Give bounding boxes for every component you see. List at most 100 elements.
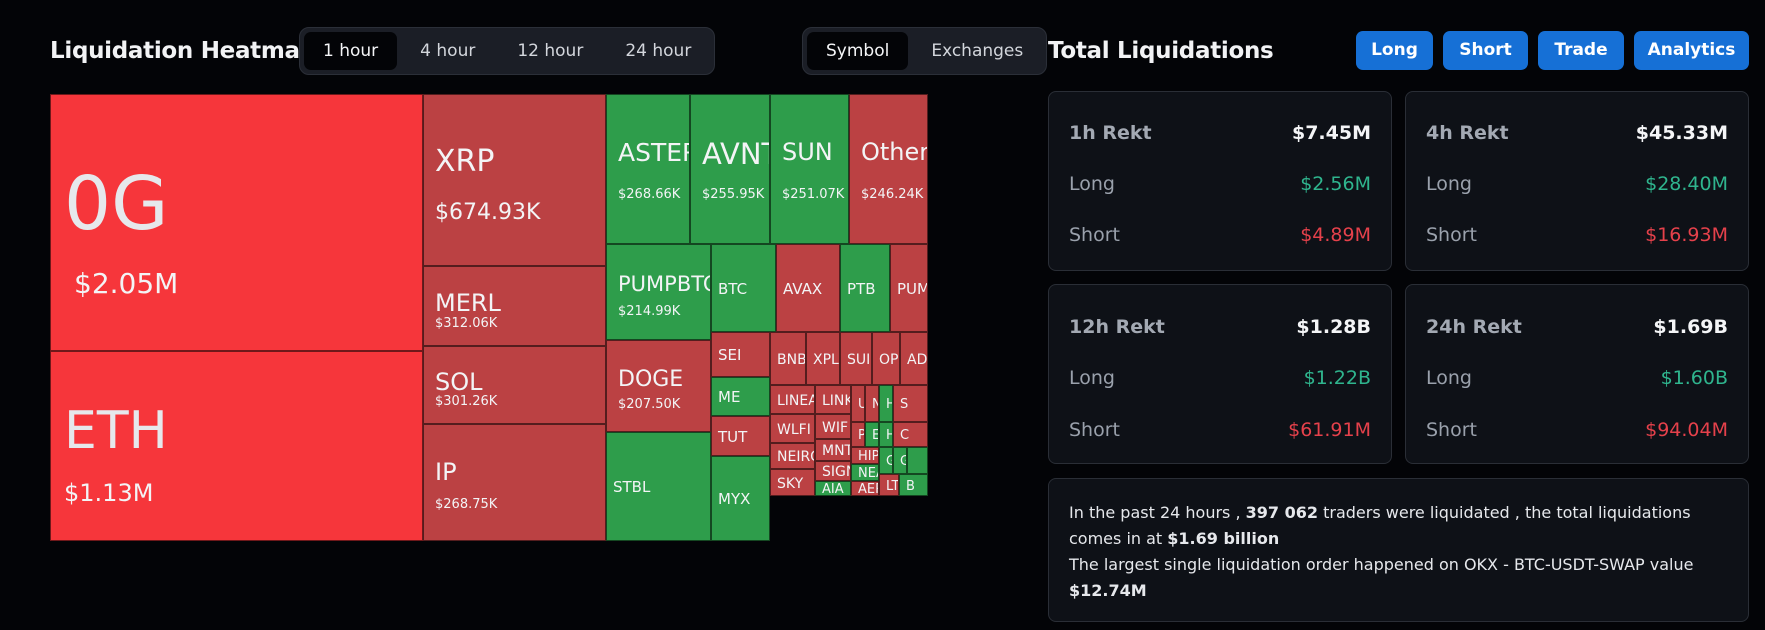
heatmap-tile-c[interactable]: C <box>893 422 928 447</box>
totals-title: Total Liquidations <box>1048 38 1274 64</box>
heatmap-tile-link[interactable]: LINK <box>815 385 851 414</box>
heatmap-tile-aia[interactable]: AIA <box>815 481 851 496</box>
heatmap-tile-hippo[interactable]: HIPPO <box>851 447 879 464</box>
trade-button[interactable]: Trade <box>1538 31 1624 70</box>
card-total: $7.45M <box>1291 122 1371 144</box>
heatmap-tile-sei[interactable]: SEI <box>711 332 770 377</box>
summary-total: $1.69 billion <box>1167 529 1280 548</box>
heatmap-tile-lt[interactable]: LT <box>879 474 899 496</box>
short-value: $16.93M <box>1645 224 1728 246</box>
heatmap-tile-ada[interactable]: ADA <box>900 332 928 385</box>
heatmap-tile-aster[interactable]: ASTER $268.66K <box>606 94 690 244</box>
tab-1-hour[interactable]: 1 hour <box>304 32 398 70</box>
heatmap-tile-s[interactable]: S <box>893 385 928 422</box>
time-range-tabs: 1 hour 4 hour 12 hour 24 hour <box>299 27 716 75</box>
tile-symbol: MYX <box>718 490 751 508</box>
tile-symbol: S <box>900 397 909 412</box>
tile-symbol: XRP <box>435 144 495 179</box>
long-button[interactable]: Long <box>1356 31 1433 70</box>
heatmap-tile-g[interactable]: G <box>893 447 907 474</box>
tile-symbol: WLFI <box>777 422 811 438</box>
heatmap-tile-g[interactable]: G <box>879 447 893 474</box>
tile-symbol: G <box>886 455 892 468</box>
heatmap-tile-n[interactable]: N <box>865 385 879 422</box>
heatmap-tile-b[interactable]: B <box>899 474 928 496</box>
heatmap-tile-btc[interactable]: BTC <box>711 244 776 332</box>
tile-symbol: N <box>872 398 878 411</box>
heatmap-tile-ip[interactable]: IP $268.75K <box>423 424 606 541</box>
tile-symbol: PUMP <box>897 280 927 298</box>
heatmap-tile-sun[interactable]: SUN $251.07K <box>770 94 849 244</box>
rekt-card-24h: 24h Rekt $1.69B Long $1.60B Short $94.04M <box>1405 284 1749 464</box>
tile-symbol: PUMPBTC <box>618 272 711 296</box>
heatmap-tile-doge[interactable]: DOGE $207.50K <box>606 340 711 432</box>
heatmap-tile-bnb[interactable]: BNB <box>770 332 806 385</box>
tile-value: $251.07K <box>782 187 845 202</box>
heatmap-tile-myx[interactable]: MYX <box>711 456 770 541</box>
tile-symbol: ASTER <box>618 138 689 167</box>
heatmap-tile-sky[interactable]: SKY <box>770 469 815 496</box>
long-label: Long <box>1069 173 1115 195</box>
traders-count: 397 062 <box>1245 503 1319 522</box>
heatmap-tile-sol[interactable]: SOL $301.26K <box>423 346 606 424</box>
heatmap-tile-avax[interactable]: AVAX <box>776 244 840 332</box>
tile-symbol: NEAR <box>858 466 878 481</box>
heatmap-tile-ptb[interactable]: PTB <box>840 244 890 332</box>
heatmap-tile-u[interactable]: U <box>851 385 865 422</box>
heatmap-tile-me[interactable]: ME <box>711 377 770 416</box>
heatmap-tile-wif[interactable]: WIF <box>815 414 851 439</box>
heatmap-tile-xrp[interactable]: XRP $674.93K <box>423 94 606 266</box>
tile-symbol: G <box>900 455 906 468</box>
heatmap-tile-eth[interactable]: ETH $1.13M <box>50 351 423 541</box>
heatmap-tile-aero[interactable]: AERO <box>851 481 879 496</box>
heatmap-tile-h[interactable]: H <box>879 422 893 447</box>
heatmap-tile-avnt[interactable]: AVNT $255.95K <box>690 94 770 244</box>
tab-24-hour[interactable]: 24 hour <box>625 41 692 61</box>
tile-value: $301.26K <box>435 394 498 409</box>
heatmap-tile-mnt[interactable]: MNT <box>815 439 851 461</box>
heatmap-tile-near[interactable]: NEAR <box>851 464 879 481</box>
tile-symbol: E <box>872 429 878 442</box>
tile-symbol: HIPPO <box>858 449 879 464</box>
heatmap-tile-neiro[interactable]: NEIRO <box>770 443 815 469</box>
short-label: Short <box>1069 224 1120 246</box>
analytics-button[interactable]: Analytics <box>1634 31 1749 70</box>
tab-12-hour[interactable]: 12 hour <box>517 41 584 61</box>
heatmap-tile-h[interactable]: H <box>879 385 893 422</box>
heatmap-tile-op[interactable]: OP <box>872 332 900 385</box>
heatmap-tile-pumpbtc[interactable]: PUMPBTC $214.99K <box>606 244 711 340</box>
heatmap-tile-pump[interactable]: PUMP <box>890 244 928 332</box>
tile-value: $268.66K <box>618 187 681 202</box>
heatmap-tile-p[interactable]: P <box>851 422 865 447</box>
heatmap-tile-sign[interactable]: SIGN <box>815 461 851 481</box>
heatmap-tile-xpl[interactable]: XPL <box>806 332 840 385</box>
tile-symbol: OP <box>879 352 899 368</box>
card-label: 24h Rekt <box>1426 316 1522 338</box>
heatmap-tile-others[interactable]: Others $246.24K <box>849 94 928 244</box>
heatmap-tile-wlfi[interactable]: WLFI <box>770 414 815 443</box>
short-button[interactable]: Short <box>1443 31 1528 70</box>
heatmap-tile-merl[interactable]: MERL $312.06K <box>423 266 606 346</box>
tile-symbol: LINEA <box>777 393 815 409</box>
summary-text-1: In the past 24 hours , <box>1069 503 1246 522</box>
tile-symbol: XPL <box>813 352 839 368</box>
short-label: Short <box>1426 224 1477 246</box>
view-mode-tabs: Symbol Exchanges <box>802 27 1048 75</box>
tile-symbol: MNT <box>822 443 851 459</box>
tile-symbol: SEI <box>718 346 742 364</box>
heatmap-tile-e[interactable]: E <box>865 422 879 447</box>
rekt-card-4h: 4h Rekt $45.33M Long $28.40M Short $16.93M <box>1405 91 1749 271</box>
tab-exchanges[interactable]: Exchanges <box>931 41 1024 61</box>
heatmap-tile-sui[interactable]: SUI <box>840 332 872 385</box>
tab-4-hour[interactable]: 4 hour <box>420 41 476 61</box>
heatmap-tile-0g[interactable]: 0G $2.05M <box>50 94 423 351</box>
tile-symbol: H <box>886 429 892 442</box>
tile-symbol: SIGN <box>822 464 850 480</box>
tile-value: $1.13M <box>64 479 154 507</box>
heatmap-tile-stbl[interactable]: STBL <box>606 432 711 541</box>
heatmap-tile[interactable] <box>907 447 928 474</box>
card-total: $1.28B <box>1296 316 1371 338</box>
tab-symbol[interactable]: Symbol <box>807 32 909 70</box>
heatmap-tile-tut[interactable]: TUT <box>711 416 770 456</box>
heatmap-tile-linea[interactable]: LINEA <box>770 385 815 414</box>
